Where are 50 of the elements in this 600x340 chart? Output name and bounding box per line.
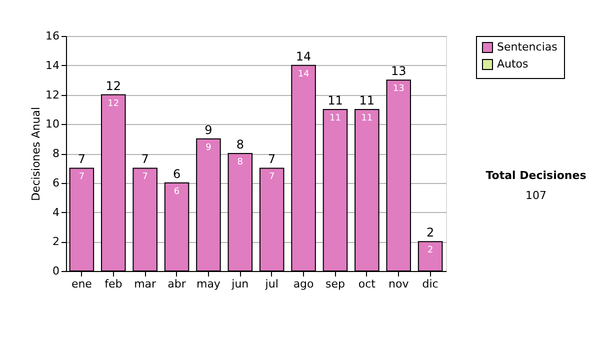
x-tick-label: ene (71, 278, 92, 290)
data-label: 9 (206, 142, 212, 153)
y-tick-label: 4 (52, 206, 60, 219)
data-label: 11 (330, 113, 341, 124)
x-tick-label: may (196, 278, 221, 290)
data-label: 12 (108, 98, 120, 109)
x-tick-label: nov (388, 278, 410, 290)
data-label: 11 (361, 113, 373, 124)
y-tick-label: 0 (52, 264, 60, 278)
x-tick-label: feb (104, 278, 122, 290)
total-label: 2 (426, 226, 434, 240)
total-label: 7 (268, 152, 276, 166)
x-tick-label: oct (358, 278, 376, 290)
text: Total Decisiones (486, 169, 587, 182)
total-label: 7 (141, 152, 149, 166)
data-label: 7 (78, 172, 85, 182)
data-label: 7 (142, 172, 148, 182)
x-tick-label: dic (422, 278, 438, 290)
y-tick-label: 14 (46, 58, 60, 72)
data-label: 13 (392, 84, 404, 94)
data-label: 14 (298, 69, 310, 80)
data-label: 8 (237, 158, 244, 168)
x-tick-label: abr (168, 278, 186, 290)
data-label: 6 (174, 186, 180, 197)
total-label: 14 (296, 49, 312, 64)
total-label: 6 (172, 166, 181, 181)
y-tick-label: 8 (52, 147, 60, 160)
y-axis-title: Decisiones Anual (30, 106, 43, 202)
legend-label: Sentencias (497, 40, 558, 54)
total-label: 11 (359, 93, 375, 108)
total-label: 7 (78, 152, 86, 166)
x-tick-label: jun (230, 278, 249, 290)
y-tick-label: 16 (46, 30, 60, 42)
x-tick-label: sep (325, 278, 345, 290)
y-tick-label: 2 (52, 235, 60, 248)
y-tick-label: 10 (46, 118, 60, 131)
total-label: 11 (328, 93, 343, 108)
total-label: 9 (204, 122, 212, 137)
y-tick-label: 12 (46, 88, 60, 102)
data-label: 2 (427, 246, 434, 256)
x-tick-label: jul (264, 278, 278, 290)
y-tick-label: 6 (52, 176, 60, 190)
text: 107 (526, 189, 546, 202)
x-tick-label: mar (134, 278, 157, 290)
x-tick-label: ago (293, 278, 314, 290)
data-label: 7 (268, 172, 275, 182)
total-label: 8 (236, 138, 244, 152)
total-label: 12 (106, 78, 122, 93)
total-label: 13 (390, 64, 406, 78)
legend-label: Autos (497, 58, 529, 70)
